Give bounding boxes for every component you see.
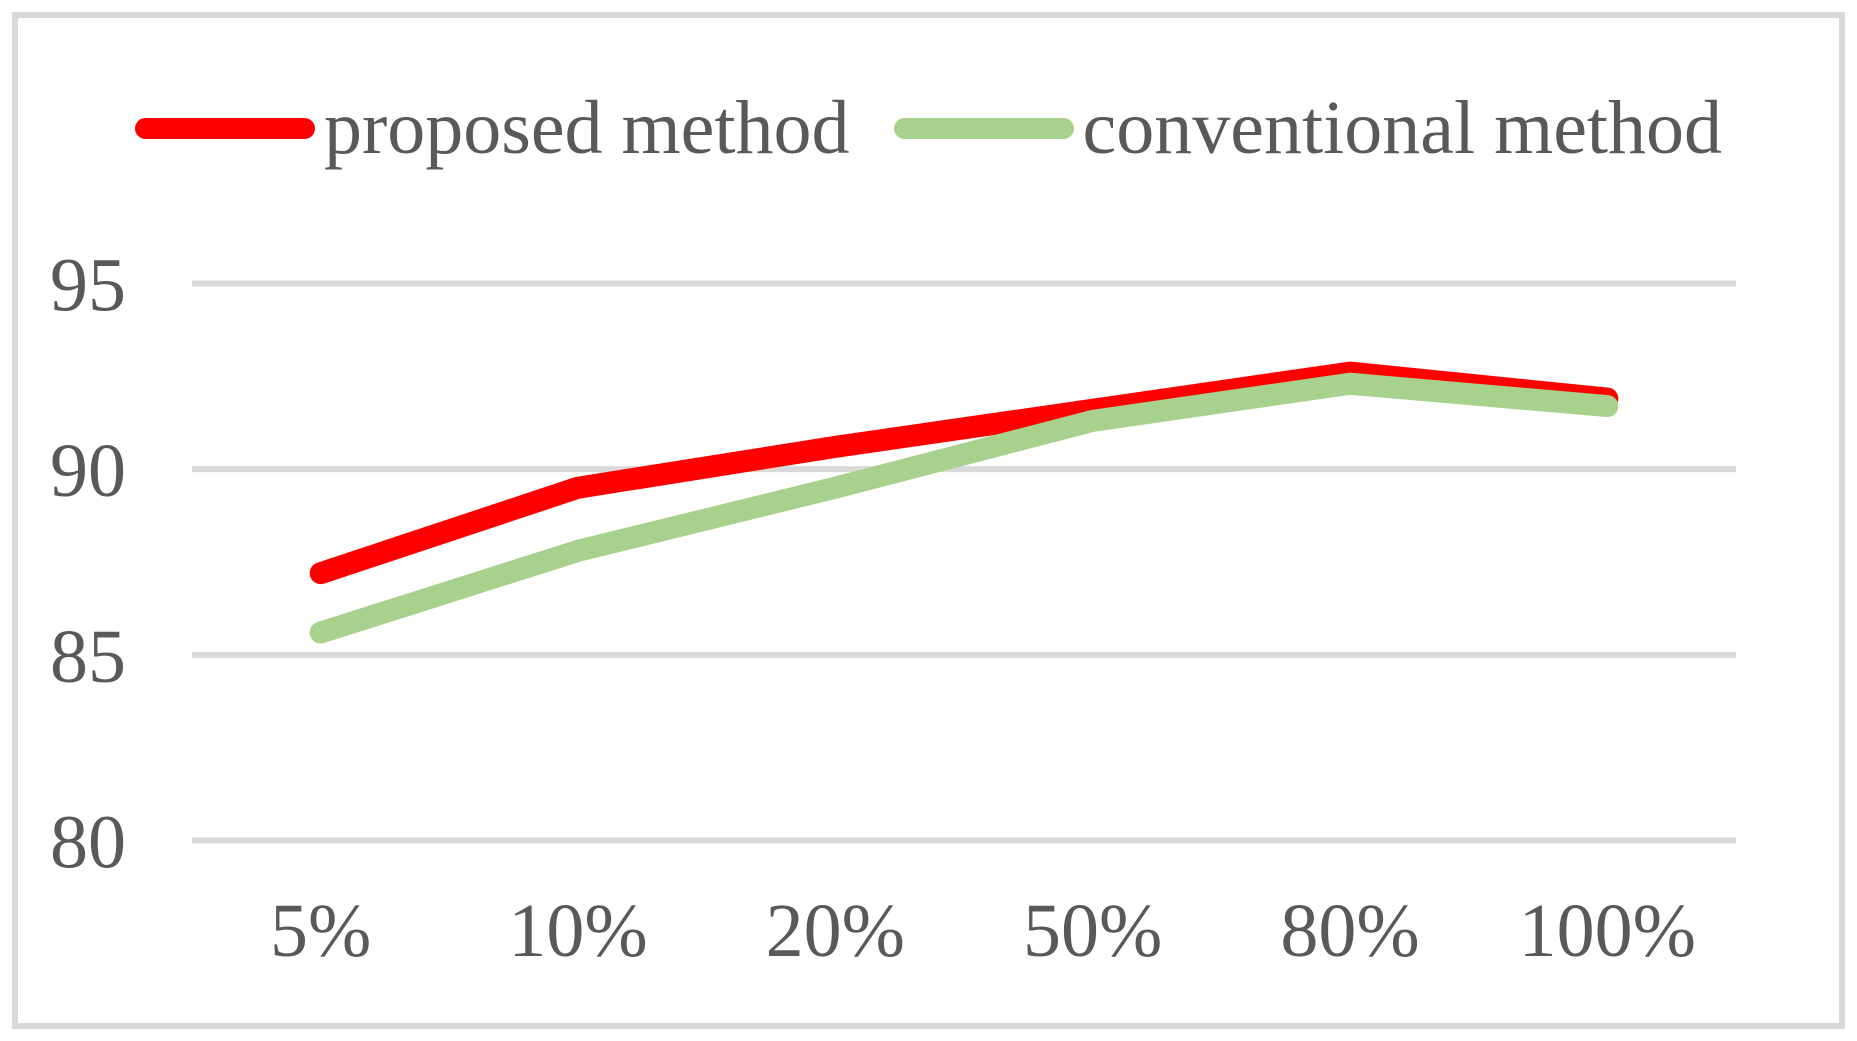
series-line-conventional-method <box>309 372 1619 644</box>
x-axis-tick-label-5pct: 5% <box>270 889 371 973</box>
legend-item-proposed-method: proposed method <box>134 86 850 170</box>
proposed-method-line-swatch <box>134 117 315 139</box>
y-axis-tick-label-90: 90 <box>50 429 126 513</box>
chart-legend: proposed method conventional method <box>0 78 1857 178</box>
y-axis-tick-label-80: 80 <box>50 801 126 885</box>
x-axis-tick-label-50pct: 50% <box>1023 889 1162 973</box>
chart-border-frame <box>12 12 1845 1029</box>
x-axis-tick-label-80pct: 80% <box>1280 889 1419 973</box>
legend-label-proposed-method: proposed method <box>323 86 850 170</box>
conventional-method-line-swatch <box>893 117 1074 139</box>
y-axis-tick-label-85: 85 <box>50 615 126 699</box>
x-axis-tick-label-100pct: 100% <box>1519 889 1696 973</box>
legend-item-conventional-method: conventional method <box>893 86 1723 170</box>
x-axis-tick-label-10pct: 10% <box>508 889 647 973</box>
series-line-proposed-method <box>309 361 1619 585</box>
legend-label-conventional-method: conventional method <box>1082 86 1723 170</box>
x-axis-tick-label-20pct: 20% <box>766 889 905 973</box>
y-axis-tick-label-95: 95 <box>50 244 126 328</box>
